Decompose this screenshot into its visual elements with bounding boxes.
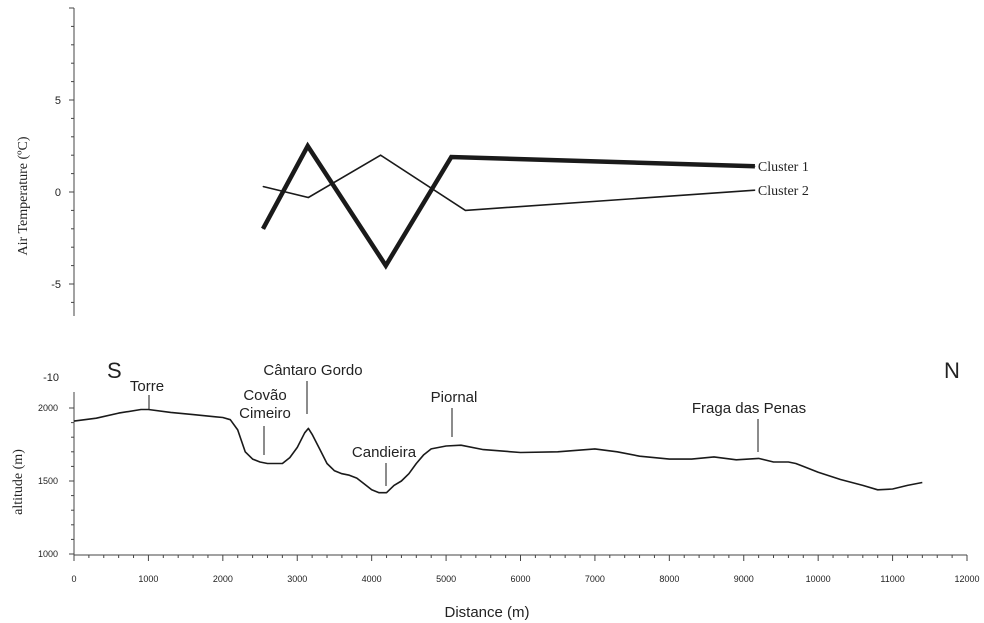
- distance-tick-label: 1000: [138, 574, 158, 584]
- series-line-1: [261, 141, 755, 270]
- distance-tick-label: 11000: [880, 574, 904, 584]
- distance-axis-label: Distance (m): [444, 604, 529, 621]
- direction-label-north: N: [944, 358, 960, 383]
- annotation-label: Fraga das Penas: [692, 400, 806, 417]
- distance-tick-label: 2000: [213, 574, 233, 584]
- distance-tick-label: 9000: [734, 574, 754, 584]
- altitude-tick-label: 1000: [38, 549, 58, 559]
- temperature-tick-label: -5: [51, 279, 61, 291]
- temperature-tick-label: 0: [55, 187, 61, 199]
- altitude-tick-label: 1500: [38, 476, 58, 486]
- distance-tick-label: 7000: [585, 574, 605, 584]
- temperature-tick-label: -10: [43, 372, 59, 384]
- series-label-1: Cluster 1: [758, 160, 809, 175]
- series-point-1: [262, 228, 264, 230]
- temperature-axis-label: Air Temperature (ºC): [16, 136, 31, 255]
- series-point-1: [450, 156, 452, 158]
- altitude-axis-label: altitude (m): [11, 449, 26, 515]
- temperature-panel: 5 0 -5 -10 Air Temperature (ºC) Cluster 1 Clus…: [16, 7, 809, 384]
- annotation-label: Cântaro Gordo: [263, 362, 362, 379]
- annotation-label: Covão Cimeiro: [239, 387, 291, 422]
- temperature-tick-label: 5: [55, 95, 61, 107]
- annotation-label-line: Covão: [243, 387, 286, 404]
- annotation-label: Candieira: [352, 444, 417, 461]
- distance-tick-label: 6000: [510, 574, 530, 584]
- distance-tick-label: 3000: [287, 574, 307, 584]
- distance-tick-label: 5000: [436, 574, 456, 584]
- series-point-1: [754, 165, 756, 167]
- series-label-2: Cluster 2: [758, 184, 809, 199]
- series-point-2: [380, 154, 382, 156]
- altitude-tick-label: 2000: [38, 403, 58, 413]
- series-point-1: [307, 145, 309, 147]
- distance-tick-label: 0: [71, 574, 76, 584]
- series-point-2: [464, 209, 466, 211]
- annotation-label-line: Cimeiro: [239, 405, 291, 422]
- distance-tick-label: 12000: [954, 574, 979, 584]
- series-point-2: [307, 197, 309, 199]
- annotation-label: Torre: [130, 378, 164, 395]
- distance-tick-label: 4000: [362, 574, 382, 584]
- distance-tick-label: 8000: [659, 574, 679, 584]
- distance-tick-label: 10000: [806, 574, 831, 584]
- annotation-label: Piornal: [431, 389, 478, 406]
- direction-label-south: S: [107, 358, 122, 383]
- series-point-2: [754, 189, 756, 191]
- altitude-profile-line: [73, 408, 923, 494]
- series-point-2: [262, 185, 264, 187]
- series-point-1: [385, 265, 387, 267]
